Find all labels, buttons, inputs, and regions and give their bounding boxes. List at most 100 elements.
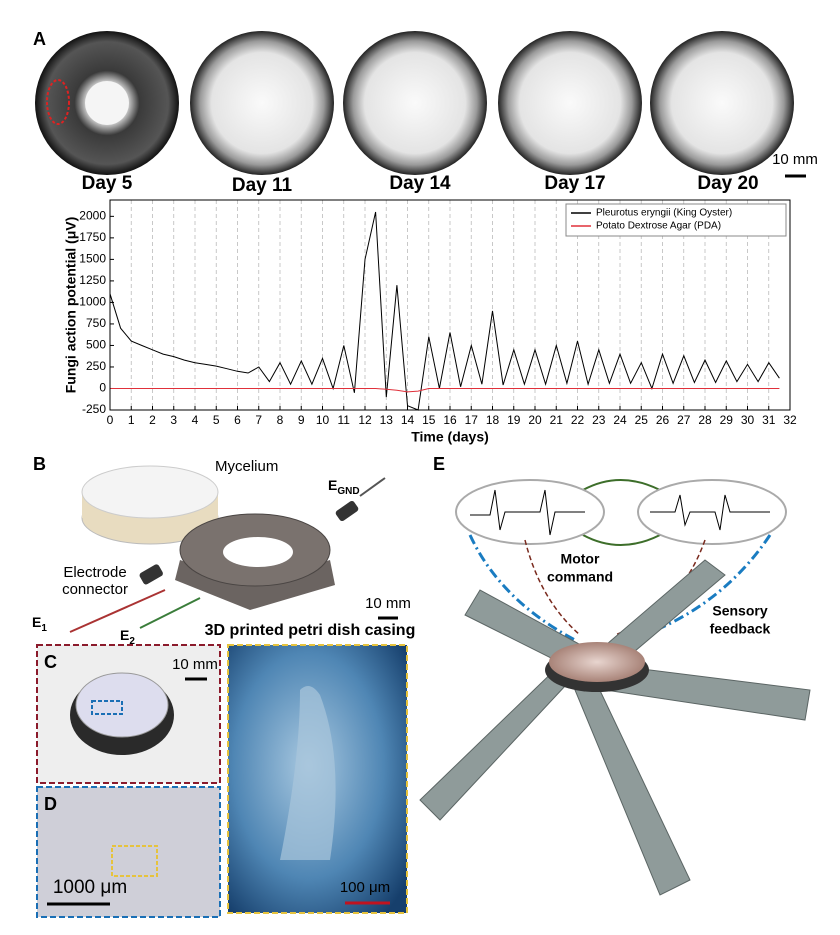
day-label: Day 5 (82, 173, 133, 194)
x-tick-label: 12 (358, 413, 372, 427)
connector (139, 564, 163, 585)
x-tick-label: 8 (277, 413, 284, 427)
label: feedback (710, 621, 771, 637)
y-tick-label: 0 (99, 381, 106, 395)
y-axis-title: Fungi action potential (μV) (63, 217, 79, 394)
robot-diagram (419, 479, 811, 896)
x-tick-label: 14 (401, 413, 415, 427)
link (582, 479, 661, 491)
scale-label: 10 mm (172, 656, 218, 673)
x-tick-label: 4 (192, 413, 199, 427)
link (582, 534, 661, 546)
panel-label: E (433, 454, 445, 474)
x-tick-label: 18 (486, 413, 500, 427)
panel-label: B (33, 454, 46, 474)
label: Sensory (712, 603, 767, 619)
x-tick-label: 2 (149, 413, 156, 427)
electrode-label: E2 (120, 627, 135, 647)
scale-label: 100 μm (340, 879, 390, 896)
x-tick-label: 21 (550, 413, 564, 427)
x-tick-label: 28 (698, 413, 712, 427)
main: E (120, 627, 129, 643)
photo-frame (36, 786, 221, 918)
zoom-box (91, 700, 123, 715)
x-tick-label: 19 (507, 413, 521, 427)
spike-trace (470, 489, 585, 536)
casing-hole (223, 537, 293, 567)
sub: 1 (41, 623, 47, 634)
x-tick-label: 20 (528, 413, 542, 427)
label: Electrode (63, 564, 126, 581)
feedback-arrow (629, 534, 772, 642)
plot-frame (109, 199, 791, 411)
main: E (32, 614, 41, 630)
chart: 0 1 2 3 4 5 6 7 8 9 10 11 12 13 14 15 16 17 18 19 20 21 22 23 24… (63, 199, 797, 445)
x-tick-label: 1 (128, 413, 135, 427)
x-tick-label: 16 (443, 413, 457, 427)
x-tick-label: 7 (255, 413, 262, 427)
series-line (109, 211, 780, 411)
x-tick-label: 10 (316, 413, 330, 427)
label: Mycelium (215, 458, 278, 475)
scale-label: 1000 μm (53, 877, 127, 898)
y-tick-label: 750 (86, 316, 106, 330)
sub: GND (337, 486, 359, 497)
x-axis-title: Time (days) (411, 429, 489, 445)
dish-top (549, 642, 645, 682)
x-tick-label: 11 (338, 413, 351, 427)
y-tick-label: -250 (82, 402, 106, 416)
x-tick-label: 9 (298, 413, 305, 427)
y-tick-label: 1000 (79, 295, 106, 309)
x-tick-label: 22 (571, 413, 585, 427)
label: command (547, 569, 613, 585)
x-tick-label: 27 (677, 413, 691, 427)
electrode-label: E1 (32, 614, 47, 634)
x-tick-label: 30 (741, 413, 755, 427)
spike-trace (650, 494, 770, 531)
scale-label: 10 mm (772, 151, 818, 168)
connector (335, 500, 359, 522)
x-tick-label: 17 (465, 413, 479, 427)
day-label: Day 20 (697, 173, 758, 194)
electrode (69, 589, 166, 633)
x-tick-label: 6 (234, 413, 241, 427)
hypha (280, 686, 336, 860)
x-tick-label: 23 (592, 413, 606, 427)
y-tick-label: 250 (86, 359, 106, 373)
panel-label: D (44, 794, 57, 814)
x-tick-label: 5 (213, 413, 220, 427)
petri-photos (35, 31, 806, 178)
highlight (46, 79, 70, 125)
command-arrow (524, 539, 581, 636)
mycelium (85, 81, 129, 125)
x-tick-label: 25 (635, 413, 649, 427)
y-tick-label: 500 (86, 338, 106, 352)
casing-render (69, 465, 398, 633)
y-tick-label: 2000 (79, 209, 106, 223)
dish-photo (190, 31, 334, 175)
label: Motor (561, 551, 600, 567)
x-tick-label: 13 (380, 413, 394, 427)
label: connector (62, 581, 128, 598)
dish-photo (650, 31, 794, 175)
x-tick-label: 15 (422, 413, 436, 427)
x-tick-label: 3 (170, 413, 177, 427)
caption: 3D printed petri dish casing (205, 622, 416, 639)
series-line (110, 388, 780, 393)
legend-entry: Potato Dextrose Agar (PDA) (596, 221, 721, 232)
dish-photo (343, 31, 487, 175)
panel-label: C (44, 652, 57, 672)
legend-box (565, 203, 787, 237)
legend-entry: Pleurotus eryngii (King Oyster) (596, 208, 732, 219)
day-label: Day 17 (544, 173, 605, 194)
x-tick-label: 26 (656, 413, 670, 427)
x-tick-label: 0 (107, 413, 114, 427)
x-tick-label: 29 (720, 413, 734, 427)
zoom-box (111, 845, 158, 877)
panel-label: A (33, 29, 46, 49)
y-tick-label: 1250 (79, 273, 106, 287)
y-tick-label: 1500 (79, 252, 106, 266)
day-label: Day 14 (389, 173, 451, 194)
scale-label: 10 mm (365, 595, 411, 612)
